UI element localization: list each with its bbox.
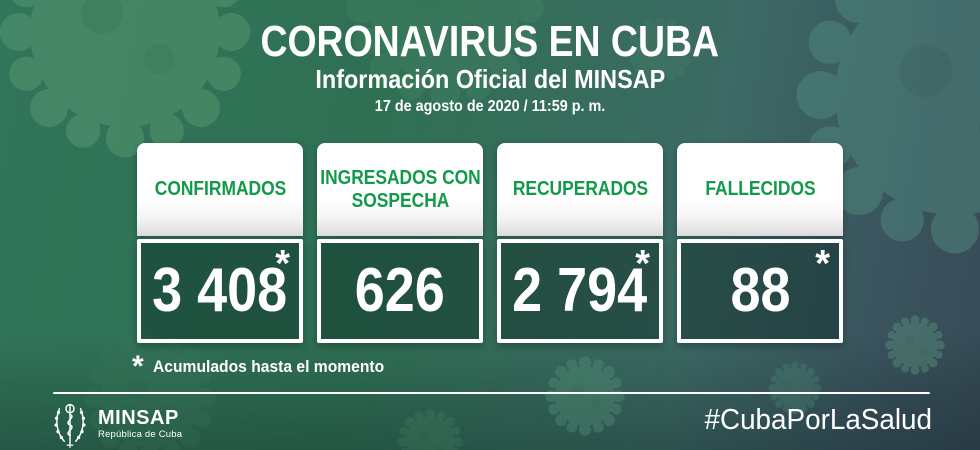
stat-label: CONFIRMADOS	[154, 178, 286, 200]
stat-value: 88	[729, 256, 791, 325]
report-datetime-text: 17 de agosto de 2020 / 11:59 p. m.	[374, 98, 606, 115]
footnote-asterisk: *	[132, 350, 144, 383]
stat-value-box: * 3 408	[137, 239, 303, 343]
stat-label: FALLECIDOS	[704, 178, 816, 200]
page-subtitle: Información Oficial del MINSAP	[0, 64, 980, 94]
page-title-text: CORONAVIRUS EN CUBA	[260, 17, 720, 66]
stat-label-panel: INGRESADOS CON SOSPECHA	[317, 143, 483, 236]
org-subname: República de Cuba	[98, 428, 183, 440]
stat-label-panel: FALLECIDOS	[677, 143, 843, 236]
stat-value-box: * 2 794	[497, 239, 663, 343]
footnote-text: Acumulados hasta el momento	[152, 357, 384, 376]
minsap-logo-text: MINSAP República de Cuba	[98, 406, 183, 441]
stat-label: INGRESADOS CON SOSPECHA	[319, 166, 481, 212]
asterisk-marker: *	[635, 243, 650, 285]
report-datetime: 17 de agosto de 2020 / 11:59 p. m.	[0, 96, 980, 118]
stat-card-confirmados: CONFIRMADOS * 3 408	[137, 143, 303, 343]
stat-card-fallecidos: FALLECIDOS * 88	[677, 143, 843, 343]
minsap-emblem-icon	[54, 403, 86, 448]
campaign-hashtag: #CubaPorLaSalud	[704, 404, 932, 436]
stat-label: RECUPERADOS	[512, 178, 648, 200]
stat-label-panel: RECUPERADOS	[497, 143, 663, 236]
asterisk-marker: *	[815, 243, 830, 285]
stat-card-recuperados: RECUPERADOS * 2 794	[497, 143, 663, 343]
stat-card-ingresados-con-sospecha: INGRESADOS CON SOSPECHA 626	[317, 143, 483, 343]
stat-value-box: 626	[317, 239, 483, 343]
footnote: * Acumulados hasta el momento	[132, 352, 404, 382]
footer-divider	[53, 392, 930, 394]
stats-row: CONFIRMADOS * 3 408 INGRESADOS CON SOSPE…	[0, 143, 980, 343]
page-title: CORONAVIRUS EN CUBA	[0, 18, 980, 66]
stat-label-panel: CONFIRMADOS	[137, 143, 303, 236]
minsap-logo: MINSAP República de Cuba	[50, 400, 182, 448]
org-name: MINSAP	[98, 406, 179, 429]
asterisk-marker: *	[275, 243, 290, 285]
stat-value: 3 408	[152, 256, 288, 325]
stat-value-box: * 88	[677, 239, 843, 343]
page-subtitle-text: Información Oficial del MINSAP	[315, 64, 665, 94]
stat-value: 626	[354, 256, 445, 325]
stat-value: 2 794	[512, 256, 648, 325]
